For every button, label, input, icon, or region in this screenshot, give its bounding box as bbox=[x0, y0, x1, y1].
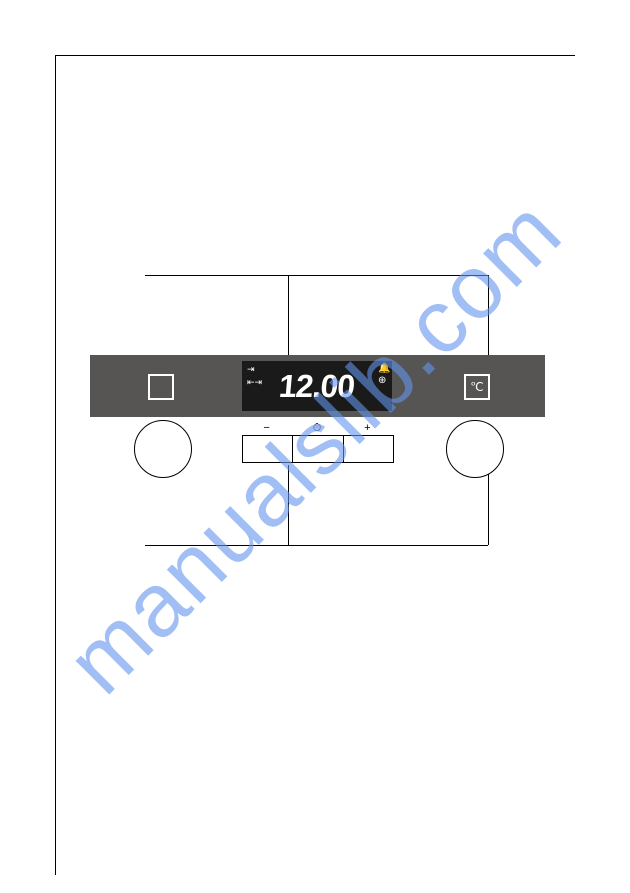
digital-display: 12.00 bbox=[242, 361, 392, 411]
display-icons-right: 🔔 ⊕ bbox=[378, 364, 390, 386]
callout-line bbox=[288, 275, 289, 360]
display-value: 12.00 bbox=[278, 368, 356, 405]
display-icons-left: ⇥ ⇤⇥ bbox=[247, 365, 262, 387]
temp-icon: ℃ bbox=[470, 380, 483, 394]
button-row bbox=[242, 435, 394, 463]
temperature-knob bbox=[446, 420, 504, 478]
clock-plus-icon: ⊕ bbox=[378, 376, 390, 386]
callout-line-bottom bbox=[145, 545, 488, 546]
left-indicator-box bbox=[148, 374, 174, 400]
plus-label: + bbox=[364, 422, 370, 435]
callout-line bbox=[488, 470, 489, 545]
callout-line bbox=[488, 275, 489, 358]
clock-button bbox=[293, 436, 343, 462]
temp-indicator-box: ℃ bbox=[464, 374, 490, 400]
minus-button bbox=[243, 436, 293, 462]
button-icons-row: − ⏱ + bbox=[242, 422, 392, 435]
clock-label: ⏱ bbox=[313, 422, 322, 435]
plus-button bbox=[344, 436, 393, 462]
bell-icon: 🔔 bbox=[378, 364, 390, 374]
timer-duration-icon: ⇤⇥ bbox=[247, 378, 262, 387]
function-knob bbox=[134, 420, 192, 478]
control-panel-diagram: ℃ 12.00 ⇥ ⇤⇥ 🔔 ⊕ − ⏱ + bbox=[90, 300, 545, 520]
callout-line-top bbox=[145, 275, 488, 276]
timer-end-icon: ⇥ bbox=[247, 365, 262, 374]
callout-line bbox=[288, 465, 289, 545]
minus-label: − bbox=[263, 422, 269, 435]
